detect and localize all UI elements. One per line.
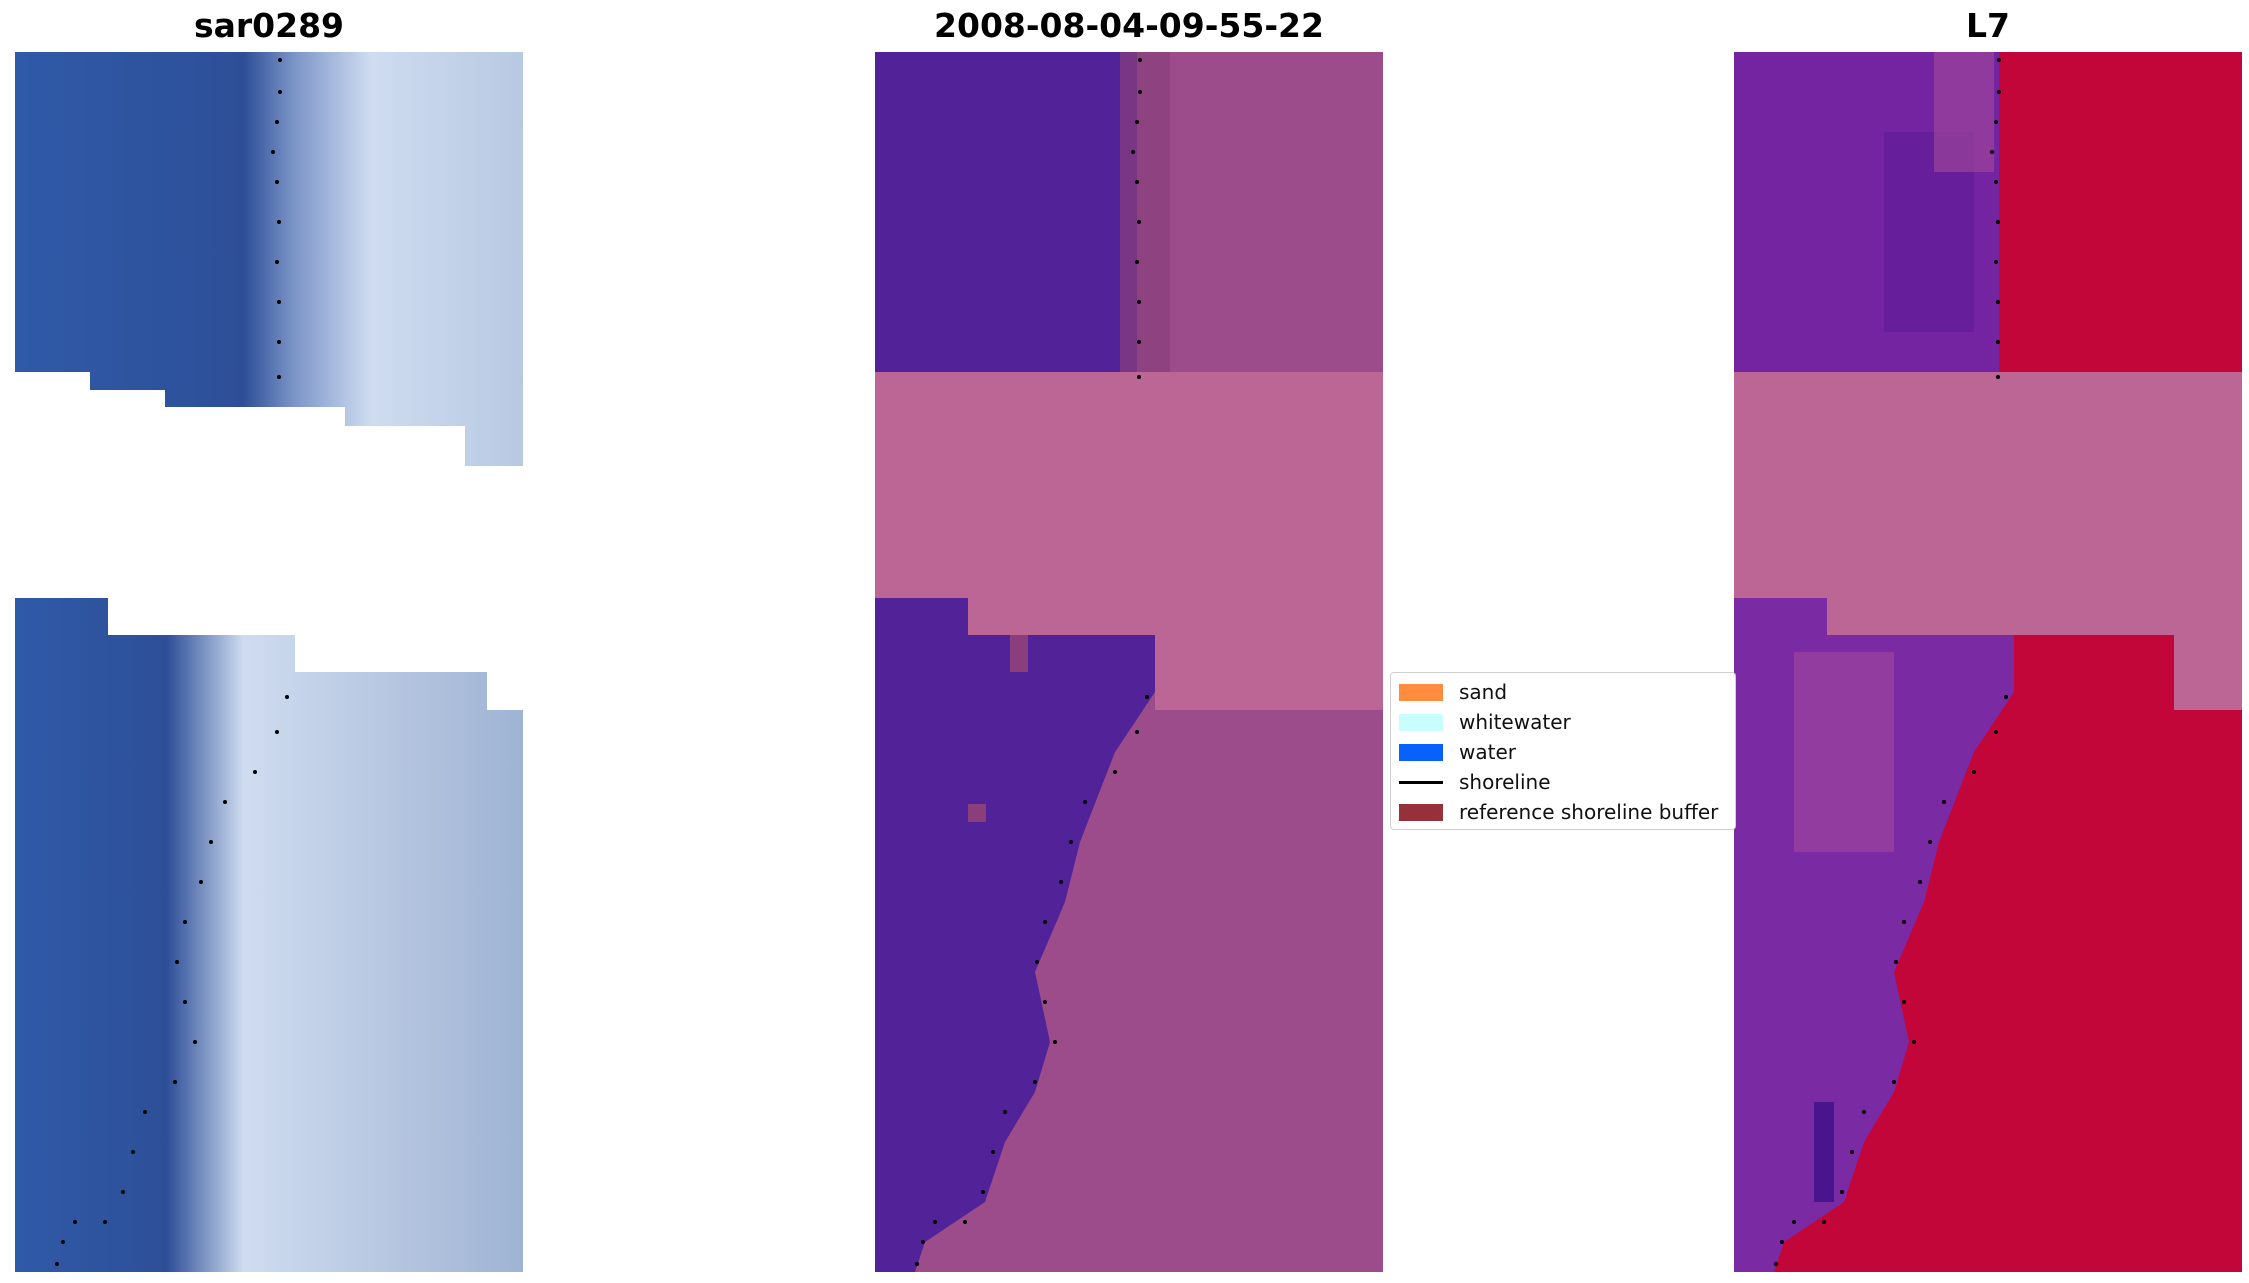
rgb-image-panel [15, 52, 523, 1272]
legend-item-whitewater: whitewater [1399, 709, 1571, 735]
legend-item-sand: sand [1399, 679, 1507, 705]
legend-label-whitewater: whitewater [1459, 710, 1571, 734]
reference-buffer-swatch [1399, 803, 1443, 821]
legend-label-water: water [1459, 740, 1516, 764]
water-swatch [1399, 743, 1443, 761]
whitewater-swatch [1399, 713, 1443, 731]
classified-image [875, 52, 1383, 1272]
legend-label-shoreline: shoreline [1459, 770, 1551, 794]
l7-image [1734, 52, 2242, 1272]
sand-swatch [1399, 683, 1443, 701]
panel-title-date: 2008-08-04-09-55-22 [934, 6, 1324, 45]
legend-item-reference-buffer: reference shoreline buffer [1399, 799, 1718, 825]
shoreline-dots [55, 58, 289, 1266]
shoreline-line-swatch [1399, 774, 1443, 791]
legend-label-sand: sand [1459, 680, 1508, 704]
legend: sand whitewater water shoreline referenc… [1390, 672, 1736, 830]
l7-image-panel [1734, 52, 2242, 1272]
rgb-image [15, 52, 523, 1272]
panel-title-sar: sar0289 [193, 6, 345, 45]
panel-title-l7: L7 [1966, 6, 2010, 45]
classified-image-panel [875, 52, 1383, 1272]
legend-item-shoreline: shoreline [1399, 769, 1551, 795]
legend-item-water: water [1399, 739, 1516, 765]
legend-label-reference-buffer: reference shoreline buffer [1459, 800, 1719, 824]
